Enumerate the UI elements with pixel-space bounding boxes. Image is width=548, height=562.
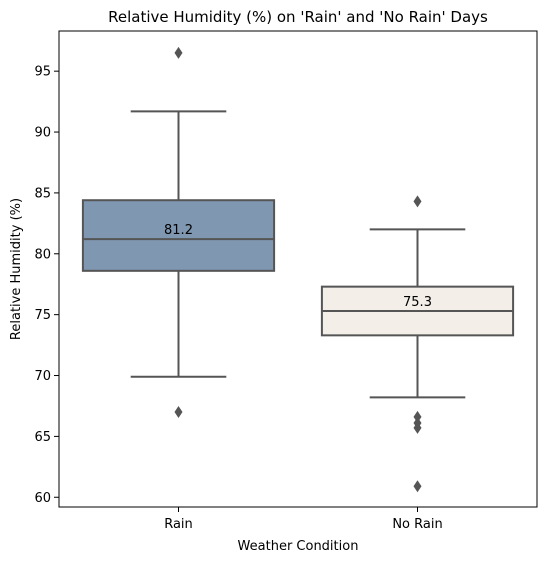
y-tick-label-3: 75: [34, 308, 51, 323]
x-tick-label-1: No Rain: [392, 517, 442, 532]
outlier-1-0: [413, 195, 422, 208]
boxes-group: 81.2 75.3: [81, 46, 515, 493]
outlier-1-1: [413, 410, 422, 423]
x-tick-label-0: Rain: [164, 517, 193, 532]
box-group-0: 81.2: [81, 46, 276, 419]
y-tick-label-4: 80: [34, 247, 51, 262]
outlier-1-3: [413, 421, 422, 434]
y-tick-label-0: 60: [34, 491, 51, 506]
x-axis-label: Weather Condition: [238, 539, 359, 554]
outlier-1-4: [413, 480, 422, 493]
y-tick-label-2: 70: [34, 369, 51, 384]
median-label-0: 81.2: [164, 223, 193, 238]
x-axis: Rain No Rain: [164, 507, 443, 532]
chart-title: Relative Humidity (%) on 'Rain' and 'No …: [108, 8, 488, 26]
y-tick-label-6: 90: [34, 126, 51, 141]
y-tick-label-5: 85: [34, 186, 51, 201]
plot-frame: [58, 30, 538, 508]
y-axis-label: Relative Humidity (%): [9, 198, 24, 340]
outlier-0-0: [174, 46, 183, 59]
y-axis: 60 65 70 75 80 85 90 95: [34, 65, 59, 506]
median-label-1: 75.3: [403, 295, 432, 310]
outlier-0-1: [174, 406, 183, 419]
box-0: [81, 199, 276, 272]
box-group-1: 75.3: [320, 195, 515, 493]
y-tick-label-1: 65: [34, 430, 51, 445]
y-tick-label-7: 95: [34, 65, 51, 80]
